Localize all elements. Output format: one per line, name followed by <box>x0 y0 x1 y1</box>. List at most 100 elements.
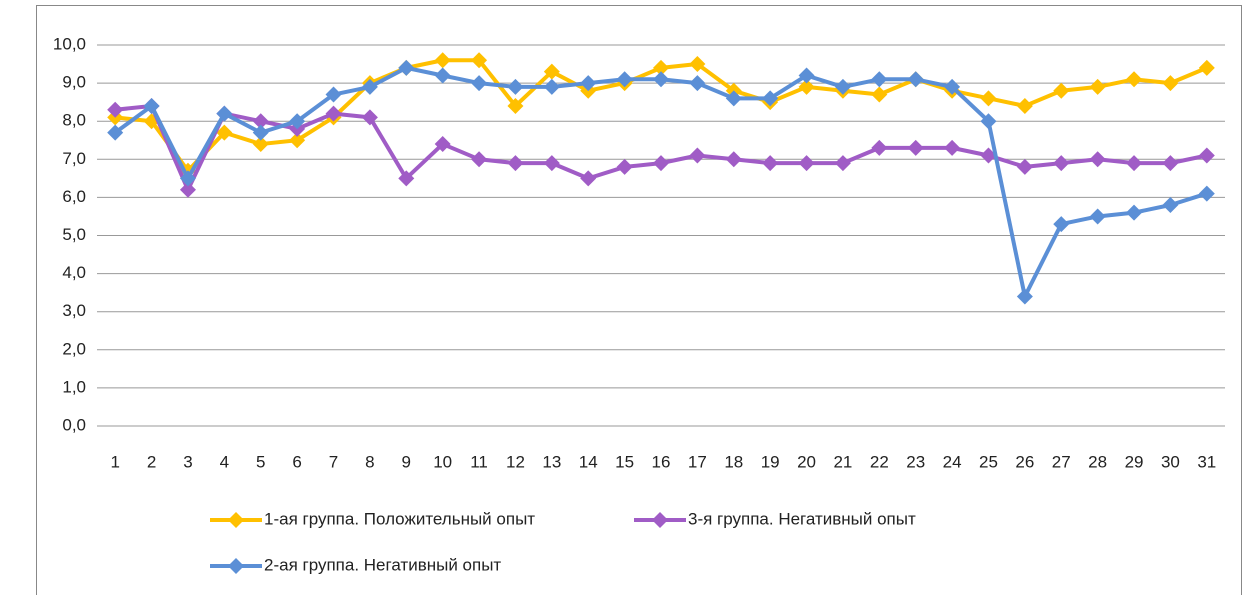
y-tick-label: 7,0 <box>62 149 86 168</box>
point-marker <box>1126 204 1143 221</box>
point-marker <box>762 90 779 107</box>
point-marker <box>1198 59 1215 76</box>
x-tick-label: 18 <box>724 452 743 471</box>
point-marker <box>689 75 706 92</box>
point-marker <box>107 101 124 118</box>
point-marker <box>616 71 633 88</box>
point-marker <box>471 52 488 69</box>
point-marker <box>543 78 560 95</box>
point-marker <box>1016 288 1033 305</box>
x-tick-label: 12 <box>506 452 525 471</box>
legend-marker <box>652 512 668 528</box>
x-tick-label: 11 <box>470 452 488 471</box>
point-marker <box>1016 97 1033 114</box>
point-marker <box>1053 216 1070 233</box>
point-marker <box>252 124 269 141</box>
point-marker <box>725 90 742 107</box>
point-marker <box>944 78 961 95</box>
chart-border <box>36 5 1242 595</box>
point-marker <box>216 105 233 122</box>
point-marker <box>580 170 597 187</box>
legend-label: 1-ая группа. Положительный опыт <box>264 509 535 528</box>
point-marker <box>871 71 888 88</box>
x-tick-label: 17 <box>688 452 707 471</box>
point-marker <box>1089 208 1106 225</box>
x-tick-label: 1 <box>110 452 119 471</box>
point-marker <box>653 59 669 76</box>
point-marker <box>289 113 306 130</box>
point-marker <box>1162 155 1179 172</box>
x-tick-label: 13 <box>542 452 561 471</box>
x-tick-label: 3 <box>183 452 192 471</box>
x-tick-label: 30 <box>1161 452 1180 471</box>
point-marker <box>1162 197 1179 214</box>
point-marker <box>1126 71 1143 88</box>
point-marker <box>252 113 269 130</box>
x-tick-label: 14 <box>579 452 598 471</box>
point-marker <box>1198 147 1215 164</box>
point-marker <box>689 147 706 164</box>
point-marker <box>1126 155 1143 172</box>
point-marker <box>398 59 415 76</box>
point-marker <box>980 113 997 130</box>
point-marker <box>543 63 560 80</box>
point-marker <box>907 71 924 88</box>
x-tick-label: 24 <box>943 452 962 471</box>
point-marker <box>179 181 196 198</box>
point-marker <box>798 155 815 172</box>
y-tick-label: 6,0 <box>62 187 86 206</box>
point-marker <box>1053 155 1070 172</box>
point-marker <box>1089 78 1106 95</box>
point-marker <box>361 78 378 95</box>
legend-marker <box>228 558 244 574</box>
point-marker <box>907 139 924 156</box>
y-tick-label: 1,0 <box>62 377 86 396</box>
point-marker <box>398 170 415 187</box>
x-tick-label: 5 <box>256 452 265 471</box>
y-tick-label: 3,0 <box>62 301 86 320</box>
point-marker <box>689 56 706 73</box>
legend-label: 2-ая группа. Негативный опыт <box>264 555 501 574</box>
point-marker <box>580 75 597 92</box>
point-marker <box>834 155 851 172</box>
x-tick-label: 7 <box>329 452 338 471</box>
point-marker <box>434 136 451 153</box>
x-tick-label: 28 <box>1088 452 1107 471</box>
x-tick-label: 23 <box>906 452 925 471</box>
x-tick-label: 31 <box>1197 452 1216 471</box>
point-marker <box>871 139 888 156</box>
point-marker <box>1016 158 1033 175</box>
point-marker <box>434 52 451 69</box>
y-tick-label: 5,0 <box>62 225 86 244</box>
point-marker <box>798 78 815 95</box>
point-marker <box>1162 75 1179 92</box>
y-tick-label: 0,0 <box>62 415 86 434</box>
point-marker <box>325 105 342 122</box>
y-tick-label: 4,0 <box>62 263 86 282</box>
point-marker <box>471 75 488 92</box>
point-marker <box>507 78 524 95</box>
point-marker <box>1053 82 1070 99</box>
legend-marker <box>228 512 244 528</box>
x-tick-label: 25 <box>979 452 998 471</box>
x-tick-label: 26 <box>1015 452 1034 471</box>
x-tick-label: 10 <box>433 452 452 471</box>
point-marker <box>1089 151 1106 168</box>
point-marker <box>980 147 997 164</box>
x-tick-label: 16 <box>652 452 671 471</box>
x-tick-label: 8 <box>365 452 374 471</box>
point-marker <box>944 139 961 156</box>
point-marker <box>143 97 160 114</box>
point-marker <box>471 151 488 168</box>
x-tick-label: 22 <box>870 452 889 471</box>
y-tick-label: 10,0 <box>53 34 86 53</box>
point-marker <box>725 151 742 168</box>
point-marker <box>107 124 124 141</box>
point-marker <box>289 132 306 149</box>
x-tick-label: 15 <box>615 452 634 471</box>
point-marker <box>252 136 269 153</box>
point-marker <box>1198 185 1215 202</box>
legend-label: 3-я группа. Негативный опыт <box>688 509 916 528</box>
point-marker <box>653 155 669 172</box>
